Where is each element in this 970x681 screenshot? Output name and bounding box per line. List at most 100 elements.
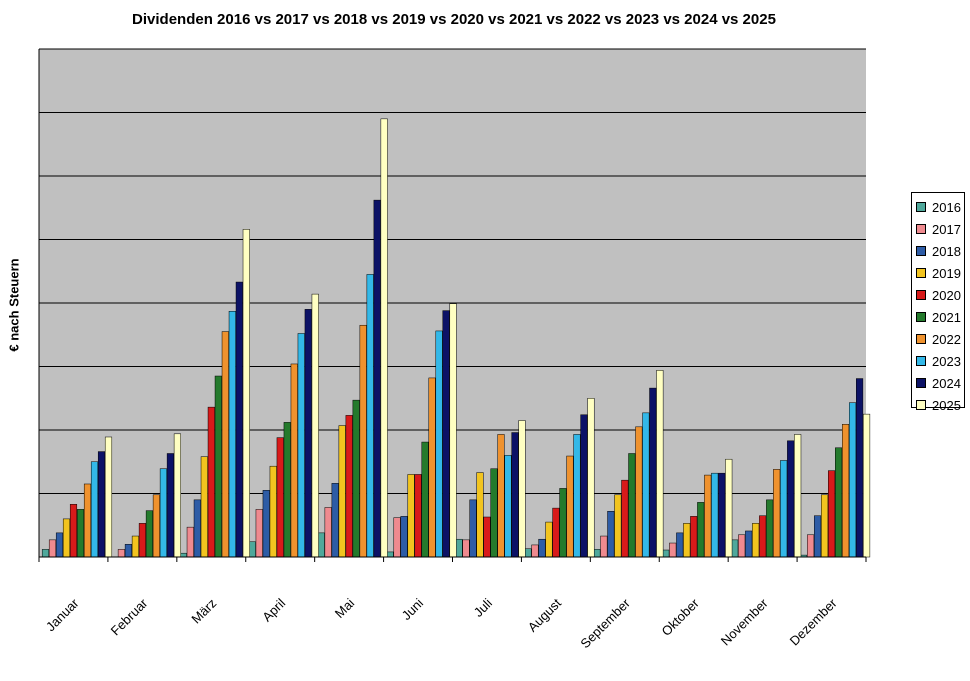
bar-2021-Dezember <box>835 447 843 558</box>
x-tick-label: Juli <box>471 595 495 619</box>
bar-2021-März <box>214 375 222 558</box>
x-tick-label: August <box>525 595 564 634</box>
legend-swatch <box>916 312 926 322</box>
bar-2019-September <box>614 494 622 558</box>
bar-2017-Februar <box>117 549 125 558</box>
legend-label: 2018 <box>932 243 961 259</box>
bar-2025-April <box>311 293 319 558</box>
bar-2022-Februar <box>152 494 160 558</box>
bar-2018-November <box>745 530 753 558</box>
bar-2016-April <box>248 541 256 558</box>
bar-2022-November <box>773 469 781 558</box>
bar-2023-Juli <box>504 455 512 558</box>
bar-2024-Dezember <box>856 378 864 558</box>
legend-swatch <box>916 202 926 212</box>
bar-2018-August <box>538 538 546 558</box>
bar-2024-September <box>649 387 657 558</box>
legend-label: 2022 <box>932 331 961 347</box>
bar-2021-Januar <box>76 509 85 558</box>
y-axis-label: € nach Steuern <box>6 258 22 352</box>
legend-swatch <box>916 268 926 278</box>
legend-item: 2017 <box>912 218 964 240</box>
x-tick-label: Dezember <box>787 595 840 648</box>
legend-label: 2023 <box>932 353 961 369</box>
bar-2017-August <box>531 544 539 558</box>
bar-2024-Juli <box>511 432 519 558</box>
bar-2016-September <box>593 549 601 558</box>
bar-2023-Mai <box>366 274 374 558</box>
bar-2021-Juli <box>490 468 498 558</box>
bar-2019-Januar <box>62 518 71 558</box>
bar-2019-Juni <box>407 474 415 558</box>
legend-swatch <box>916 290 926 300</box>
legend-item: 2019 <box>912 262 964 284</box>
bar-2018-Mai <box>331 483 339 558</box>
x-tick-label: Januar <box>43 595 82 634</box>
bar-2019-Juli <box>476 472 484 558</box>
bar-2025-Juni <box>449 303 457 558</box>
bar-2020-Januar <box>69 504 78 558</box>
axes <box>38 49 867 562</box>
bar-2017-November <box>738 534 746 558</box>
bar-2021-Oktober <box>697 502 705 558</box>
bars <box>41 118 871 558</box>
legend-swatch <box>916 224 926 234</box>
bar-2020-Juli <box>483 516 491 558</box>
bar-2025-August <box>587 398 595 558</box>
legend-item: 2025 <box>912 394 964 416</box>
bar-2020-Juni <box>414 474 422 558</box>
bar-2025-Februar <box>173 433 181 558</box>
bar-2022-April <box>290 363 298 558</box>
bar-2016-Oktober <box>662 549 670 558</box>
bar-2017-Januar <box>48 539 57 558</box>
bar-2025-März <box>242 229 250 558</box>
bar-2021-Juni <box>421 441 429 558</box>
bar-2023-Januar <box>90 461 99 558</box>
legend-swatch <box>916 356 926 366</box>
bar-2022-September <box>635 426 643 558</box>
bar-2018-März <box>193 499 201 558</box>
bar-2020-März <box>207 406 215 558</box>
bar-2023-Dezember <box>849 402 857 558</box>
bar-2022-März <box>221 331 229 558</box>
bar-2016-Juni <box>386 551 394 558</box>
bar-2019-April <box>269 465 277 558</box>
legend-item: 2018 <box>912 240 964 262</box>
bar-2017-Mai <box>324 507 332 558</box>
bar-2021-Mai <box>352 399 360 558</box>
legend-label: 2025 <box>932 397 961 413</box>
bar-2017-Juli <box>462 539 470 558</box>
bar-2016-November <box>731 539 739 558</box>
bar-2020-April <box>276 437 284 558</box>
legend-swatch <box>916 400 926 410</box>
bar-2021-Februar <box>145 510 153 558</box>
bar-2018-Oktober <box>676 532 684 558</box>
bar-2020-Februar <box>138 523 146 558</box>
legend-label: 2020 <box>932 287 961 303</box>
bar-2025-Juli <box>518 420 526 558</box>
x-tick-labels: Januar Februar März April Mai Juni Juli August S… <box>43 595 840 651</box>
legend-swatch <box>916 378 926 388</box>
bar-2023-September <box>642 412 650 558</box>
bar-2022-August <box>566 455 574 558</box>
legend-item: 2016 <box>912 196 964 218</box>
x-tick-label: Mai <box>332 595 357 620</box>
bar-2022-Mai <box>359 324 367 558</box>
legend-swatch <box>916 334 926 344</box>
bar-2018-Juli <box>469 499 477 558</box>
bar-2020-Mai <box>345 415 353 558</box>
legend-label: 2019 <box>932 265 961 281</box>
bar-2021-September <box>628 453 636 558</box>
bar-2023-Juni <box>435 330 443 558</box>
bar-2016-März <box>179 552 187 558</box>
bar-2017-Juni <box>393 517 401 558</box>
bar-2019-Oktober <box>683 523 691 558</box>
chart-title: Dividenden 2016 vs 2017 vs 2018 vs 2019 … <box>132 11 776 28</box>
bar-2018-Juni <box>400 516 408 558</box>
x-tick-label: Oktober <box>659 595 703 639</box>
bar-2017-April <box>255 509 263 558</box>
bar-2019-März <box>200 456 208 558</box>
bar-2020-September <box>621 479 629 558</box>
legend-item: 2024 <box>912 372 964 394</box>
